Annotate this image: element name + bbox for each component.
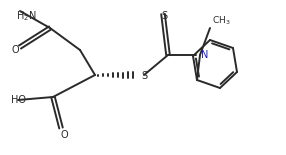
Text: O: O: [11, 45, 19, 55]
Text: S: S: [141, 71, 147, 81]
Text: S: S: [161, 11, 167, 21]
Text: HO: HO: [11, 95, 26, 105]
Text: O: O: [60, 130, 68, 140]
Text: CH$_3$: CH$_3$: [212, 15, 231, 27]
Text: H$_2$N: H$_2$N: [16, 9, 36, 23]
Text: N: N: [201, 50, 208, 60]
